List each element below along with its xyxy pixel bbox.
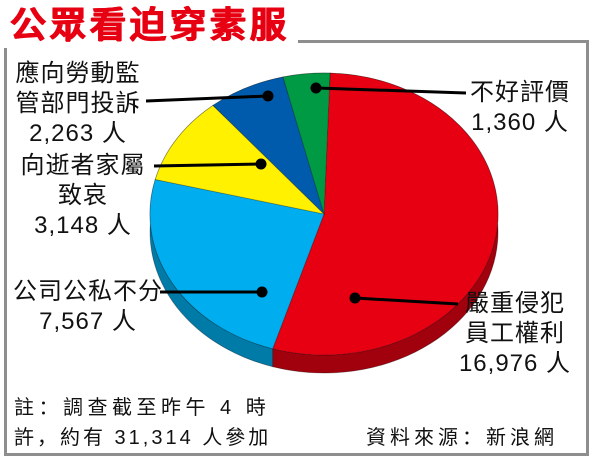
pie-slice-3 xyxy=(212,76,325,216)
pie-slice-4 xyxy=(282,72,331,215)
slice-value: 3,148 人 xyxy=(34,212,132,239)
slice-value: 1,360 人 xyxy=(471,109,569,136)
slice-value: 7,567 人 xyxy=(39,308,137,335)
slice-label-complain-labour: 應向勞動監管部門投訴 2,263 人 xyxy=(10,59,146,149)
chart-title: 公眾看迫穿素服 xyxy=(0,2,299,48)
slice-label-serious-violation: 嚴重侵犯員工權利 16,976 人 xyxy=(458,289,572,379)
slice-label-bad-review: 不好評價 1,360 人 xyxy=(468,78,572,138)
slice-name: 嚴重侵犯員工權利 xyxy=(465,290,565,347)
slice-name: 應向勞動監管部門投訴 xyxy=(15,60,141,117)
data-source: 資料來源：新浪網 xyxy=(366,427,558,449)
survey-note-line-1: 註：調查截至昨午 4 時 xyxy=(14,397,271,419)
slice-name: 不好評價 xyxy=(470,79,570,106)
pie-slice-2 xyxy=(154,104,326,215)
pie-slice-1 xyxy=(149,179,325,350)
leader-line-2 xyxy=(153,162,262,168)
survey-note-line-2: 許，約有 31,314 人參加 xyxy=(14,427,272,449)
leader-line-3 xyxy=(145,94,269,103)
leader-dot-2 xyxy=(255,158,267,170)
slice-name: 公司公私不分 xyxy=(13,278,163,305)
slice-label-condolence: 向逝者家屬致哀 3,148 人 xyxy=(10,151,156,241)
leader-dot-1 xyxy=(256,286,268,298)
leader-dot-0 xyxy=(349,292,361,304)
slice-name: 向逝者家屬致哀 xyxy=(20,152,146,209)
leader-lines xyxy=(145,82,467,306)
slice-value: 16,976 人 xyxy=(458,350,572,377)
leader-dot-4 xyxy=(310,82,322,94)
pie-slices xyxy=(149,72,499,356)
leader-line-0 xyxy=(354,296,459,306)
leader-line-4 xyxy=(315,86,467,95)
slice-value: 2,263 人 xyxy=(29,120,127,147)
leader-dot-3 xyxy=(262,90,274,102)
slice-label-public-private: 公司公私不分 7,567 人 xyxy=(10,277,166,337)
